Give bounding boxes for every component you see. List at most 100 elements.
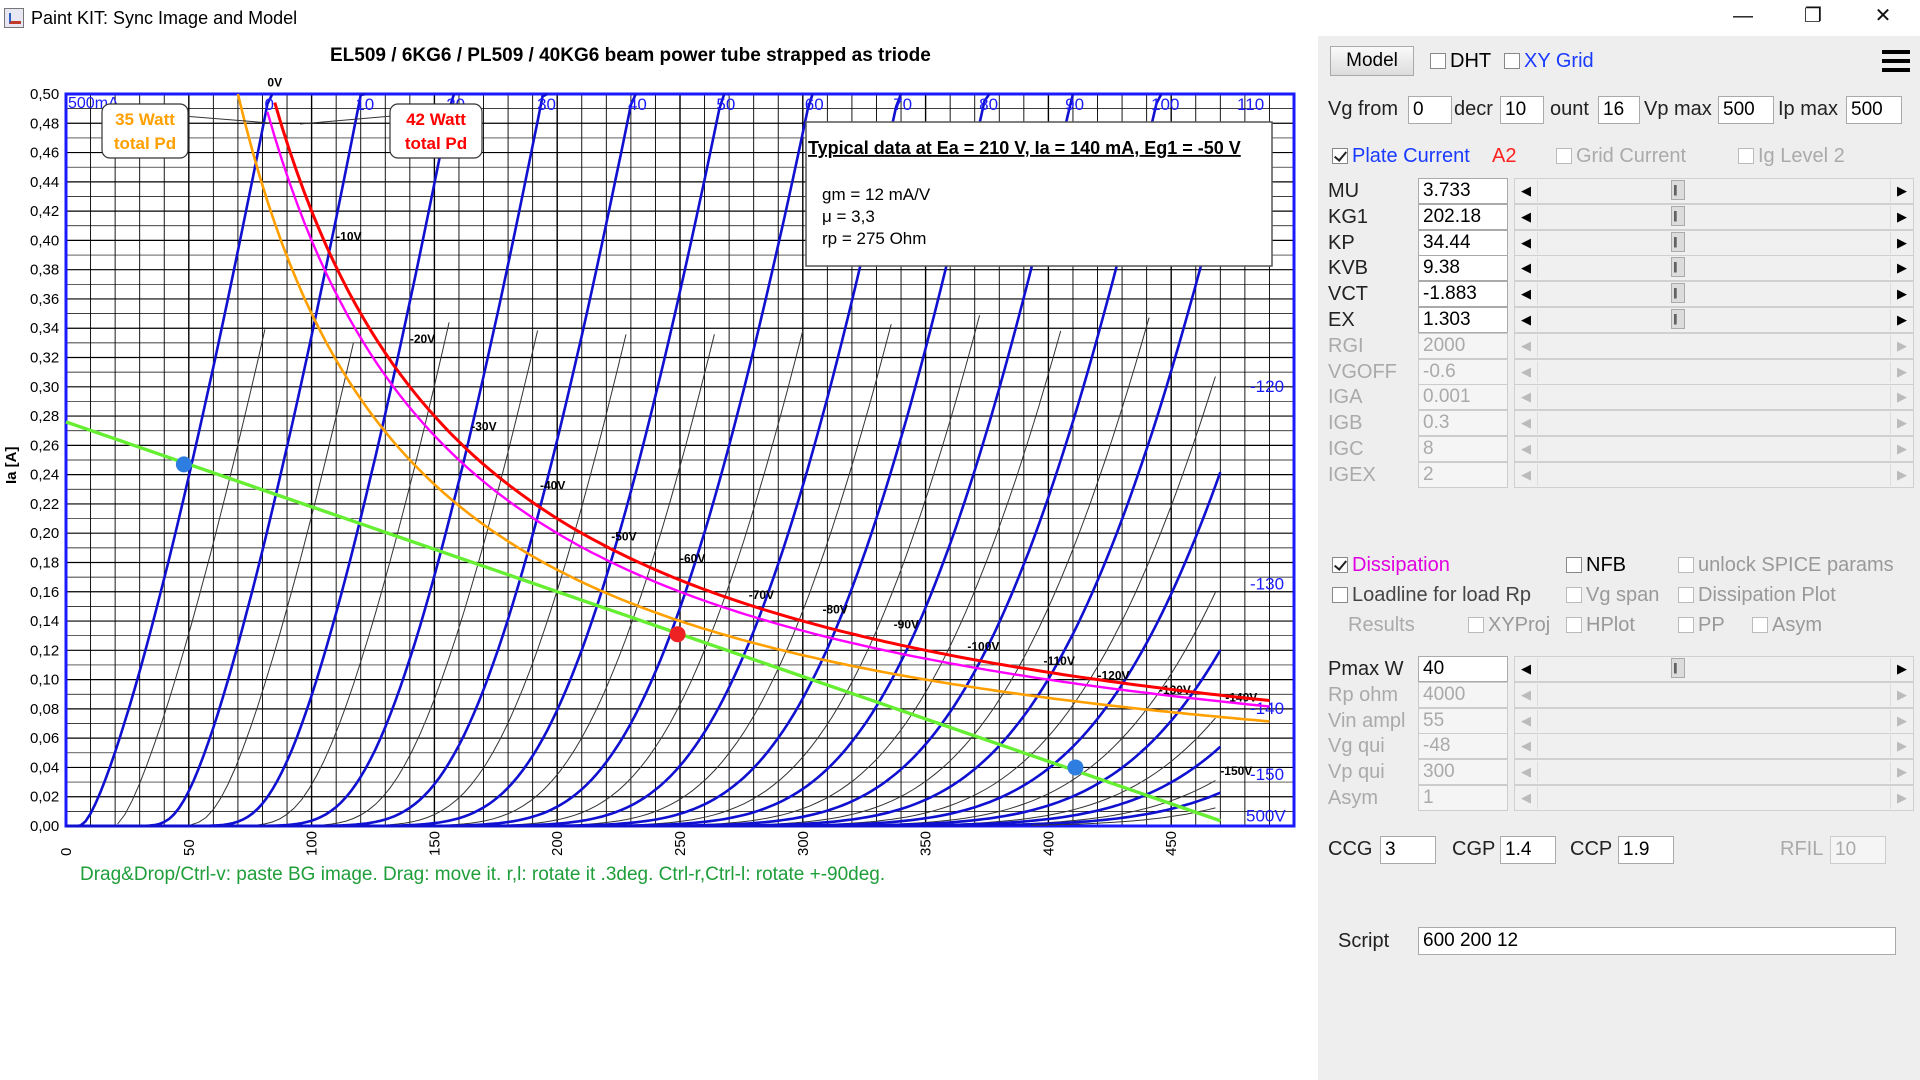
slider-track[interactable]	[1537, 257, 1891, 280]
param-slider-mu[interactable]: ◀▶	[1514, 178, 1914, 204]
tube-curve-chart[interactable]: EL509 / 6KG6 / PL509 / 40KG6 beam power …	[0, 36, 1318, 1080]
param-field-kvb[interactable]: 9.38	[1418, 255, 1508, 282]
count-field[interactable]: 16	[1598, 96, 1640, 124]
slider-left-arrow-icon[interactable]: ◀	[1521, 686, 1531, 702]
slider-left-arrow-icon[interactable]: ◀	[1521, 312, 1531, 327]
model-button[interactable]: Model	[1330, 46, 1414, 76]
dht-checkbox[interactable]: DHT	[1430, 50, 1491, 73]
slider-thumb[interactable]	[1671, 180, 1685, 200]
ig-level-checkbox[interactable]: Ig Level 2	[1738, 145, 1845, 168]
unlock-spice-checkbox-box[interactable]	[1678, 557, 1694, 573]
slider-track[interactable]	[1537, 787, 1891, 809]
param-field-kg1[interactable]: 202.18	[1418, 203, 1508, 230]
param-field-vg-qui[interactable]: -48	[1418, 733, 1508, 760]
xyproj-checkbox-box[interactable]	[1468, 617, 1484, 633]
param-slider-asym[interactable]: ◀ ▶	[1514, 785, 1914, 811]
slider-track[interactable]	[1537, 683, 1891, 706]
dht-checkbox-box[interactable]	[1430, 53, 1446, 69]
slider-left-arrow-icon[interactable]: ◀	[1521, 183, 1531, 198]
slider-left-arrow-icon[interactable]: ◀	[1521, 208, 1531, 224]
param-slider-igex[interactable]: ◀ ▶	[1514, 461, 1914, 488]
slider-track[interactable]	[1537, 180, 1891, 202]
param-field-ex[interactable]: 1.303	[1418, 307, 1508, 333]
param-slider-vp-qui[interactable]: ◀ ▶	[1514, 759, 1914, 786]
grid-current-checkbox[interactable]: Grid Current	[1556, 145, 1686, 168]
slider-right-arrow-icon[interactable]: ▶	[1897, 466, 1907, 482]
param-field-rgi[interactable]: 2000	[1418, 332, 1508, 359]
asym-checkbox-box[interactable]	[1752, 617, 1768, 633]
xyproj-checkbox[interactable]: XYProj	[1468, 614, 1550, 637]
dissipation-plot-checkbox-box[interactable]	[1678, 587, 1694, 603]
ig-level-checkbox-box[interactable]	[1738, 148, 1754, 164]
param-field-igex[interactable]: 2	[1418, 461, 1508, 488]
param-slider-vin-ampl[interactable]: ◀ ▶	[1514, 707, 1914, 734]
slider-right-arrow-icon[interactable]: ▶	[1897, 312, 1907, 327]
param-slider-vg-qui[interactable]: ◀ ▶	[1514, 733, 1914, 760]
script-field[interactable]: 600 200 12	[1418, 927, 1896, 955]
param-slider-ex[interactable]: ◀▶	[1514, 307, 1914, 333]
hplot-checkbox-box[interactable]	[1566, 617, 1582, 633]
slider-right-arrow-icon[interactable]: ▶	[1897, 738, 1907, 754]
slider-left-arrow-icon[interactable]: ◀	[1521, 738, 1531, 754]
param-slider-vgoff[interactable]: ◀ ▶	[1514, 358, 1914, 385]
slider-left-arrow-icon[interactable]: ◀	[1521, 234, 1531, 250]
restore-button[interactable]: ❐	[1804, 5, 1822, 27]
slider-right-arrow-icon[interactable]: ▶	[1897, 337, 1907, 353]
ccp-field[interactable]: 1.9	[1618, 836, 1674, 864]
slider-thumb[interactable]	[1671, 309, 1685, 329]
ip-max-field[interactable]: 500	[1846, 96, 1902, 124]
param-field-iga[interactable]: 0.001	[1418, 384, 1508, 411]
slider-thumb[interactable]	[1671, 283, 1685, 304]
param-field-mu[interactable]: 3.733	[1418, 178, 1508, 204]
rfil-field[interactable]: 10	[1830, 836, 1886, 864]
slider-right-arrow-icon[interactable]: ▶	[1897, 260, 1907, 276]
param-slider-kp[interactable]: ◀▶	[1514, 229, 1914, 256]
param-slider-igb[interactable]: ◀ ▶	[1514, 410, 1914, 437]
param-slider-rp-ohm[interactable]: ◀ ▶	[1514, 681, 1914, 708]
slider-left-arrow-icon[interactable]: ◀	[1521, 466, 1531, 482]
slider-track[interactable]	[1537, 283, 1891, 306]
param-slider-kg1[interactable]: ◀▶	[1514, 203, 1914, 230]
nfb-checkbox-box[interactable]	[1566, 557, 1582, 573]
loadline-checkbox[interactable]: Loadline for load Rp	[1332, 584, 1531, 607]
slider-left-arrow-icon[interactable]: ◀	[1521, 441, 1531, 456]
param-field-vin-ampl[interactable]: 55	[1418, 707, 1508, 734]
param-field-pmax-w[interactable]: 40	[1418, 656, 1508, 682]
slider-right-arrow-icon[interactable]: ▶	[1897, 441, 1907, 456]
dissipation-checkbox[interactable]: Dissipation	[1332, 554, 1450, 577]
pp-checkbox-box[interactable]	[1678, 617, 1694, 633]
vg-from-field[interactable]: 0	[1408, 96, 1452, 124]
slider-left-arrow-icon[interactable]: ◀	[1521, 260, 1531, 276]
slider-track[interactable]	[1537, 463, 1891, 486]
param-slider-vct[interactable]: ◀▶	[1514, 281, 1914, 308]
vg-span-checkbox-box[interactable]	[1566, 587, 1582, 603]
vp-max-field[interactable]: 500	[1718, 96, 1774, 124]
slider-track[interactable]	[1537, 412, 1891, 435]
minimize-button[interactable]: —	[1733, 5, 1753, 27]
plate-current-checkbox[interactable]: Plate Current	[1332, 145, 1470, 168]
slider-thumb[interactable]	[1671, 257, 1685, 278]
slider-right-arrow-icon[interactable]: ▶	[1897, 363, 1907, 379]
slider-thumb[interactable]	[1671, 205, 1685, 226]
vg-span-checkbox[interactable]: Vg span	[1566, 584, 1659, 607]
slider-right-arrow-icon[interactable]: ▶	[1897, 712, 1907, 728]
slider-left-arrow-icon[interactable]: ◀	[1521, 363, 1531, 379]
slider-left-arrow-icon[interactable]: ◀	[1521, 661, 1531, 676]
param-field-igb[interactable]: 0.3	[1418, 410, 1508, 437]
pp-checkbox[interactable]: PP	[1678, 614, 1725, 637]
plate-current-checkbox-box[interactable]	[1332, 148, 1348, 164]
param-slider-pmax-w[interactable]: ◀▶	[1514, 656, 1914, 682]
slider-left-arrow-icon[interactable]: ◀	[1521, 337, 1531, 353]
slider-track[interactable]	[1537, 334, 1891, 357]
param-field-vgoff[interactable]: -0.6	[1418, 358, 1508, 385]
slider-left-arrow-icon[interactable]: ◀	[1521, 712, 1531, 728]
slider-right-arrow-icon[interactable]: ▶	[1897, 389, 1907, 405]
slider-left-arrow-icon[interactable]: ◀	[1521, 764, 1531, 780]
param-field-kp[interactable]: 34.44	[1418, 229, 1508, 256]
slider-thumb[interactable]	[1671, 231, 1685, 252]
slider-right-arrow-icon[interactable]: ▶	[1897, 686, 1907, 702]
slider-track[interactable]	[1537, 438, 1891, 460]
param-field-vct[interactable]: -1.883	[1418, 281, 1508, 308]
xy-grid-checkbox[interactable]: XY Grid	[1504, 50, 1594, 73]
slider-thumb[interactable]	[1671, 658, 1685, 678]
